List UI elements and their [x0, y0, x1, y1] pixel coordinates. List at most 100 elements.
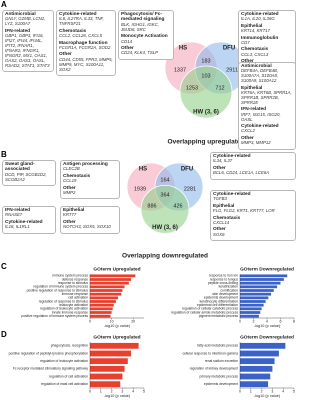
region-count: 1939 — [134, 186, 146, 192]
x-tick-label: 4 — [282, 389, 284, 393]
x-tick-label: 5 — [293, 389, 295, 393]
bar — [90, 300, 116, 303]
category-title: IFN-related — [5, 28, 31, 34]
gene-list: KRT6A, KRT6B, SPRR1A, SPRR1B, SPRR2B, SP… — [241, 90, 292, 105]
category-label: epidermal cell differentiation — [197, 303, 238, 307]
category-label: Fc receptor mediated stimulatory signali… — [13, 367, 88, 371]
category-title: Chemotaxis — [59, 28, 87, 34]
bar — [90, 281, 129, 285]
region-count: 712 — [215, 85, 224, 91]
gene-list: IRF7, ISG15, ISG20, OASL — [241, 111, 281, 122]
gene-list: DEFB4A, DEFB4B, S100A7A, S100A8, S100A9,… — [241, 68, 279, 84]
venn-circle — [179, 65, 233, 119]
chart-title: GOterm Downregulated — [240, 266, 294, 272]
panel-label: A — [1, 0, 7, 9]
category-title: Immunoglobulin — [241, 35, 279, 41]
x-tick-label: 10 — [110, 319, 114, 323]
category-title: Other — [63, 219, 76, 225]
category-label: regulation of immune system process — [33, 285, 88, 289]
set-label: HW (3, 6) — [152, 225, 178, 231]
region-count: 2281 — [184, 186, 196, 192]
category-label: epidermis development — [204, 296, 238, 300]
gene-list: TGFB3 — [213, 196, 227, 202]
category-label: keratinization — [219, 285, 239, 289]
bar — [240, 303, 264, 307]
category-label: renal sodium excretion — [205, 359, 238, 363]
bar — [90, 365, 125, 372]
category-label: innate immune response — [52, 310, 88, 314]
gene-list: DCD, PIP, SCGB1D2, SCGB2A2 — [5, 171, 47, 182]
category-label: regulation of leukocyte activation — [40, 307, 88, 311]
chart-title: GOterm Upregulated — [93, 266, 140, 272]
category-label: cornification — [220, 288, 238, 292]
category-title: Other — [241, 135, 254, 141]
gene-list: CCL19 — [63, 178, 77, 184]
bar — [90, 296, 119, 300]
category-label: regulation of cellular amide metabolic p… — [171, 310, 238, 314]
x-tick-label: 1 — [100, 389, 102, 393]
category-label: epidermis development — [204, 382, 238, 386]
category-label: positive regulation of response to stimu… — [27, 288, 89, 292]
category-label: immune system process — [52, 274, 88, 278]
category-label: regulation of response to stimulus — [39, 299, 89, 303]
bar — [90, 358, 128, 365]
category-title: Antimicrobial — [5, 12, 36, 17]
category-label: positive regulation of peptidyl-tyrosine… — [9, 351, 89, 355]
category-label: primary metabolic process — [200, 374, 239, 378]
gene-list: CCL3, CXCL3 — [241, 51, 269, 57]
chart-title: GOterm Upregulated — [93, 334, 140, 340]
gene-list: BLK, IGHG1, IGKC, JMJD6, SRC — [121, 21, 159, 32]
category-label: response to fungus — [210, 277, 238, 281]
set-label: DFU — [181, 167, 193, 173]
category-title: Cytokine-related — [241, 123, 279, 129]
category-title: Chemotaxis — [241, 47, 269, 53]
bar — [240, 314, 259, 318]
category-title: Antigen processing — [63, 162, 108, 167]
category-title: Other — [59, 52, 72, 58]
gene-list: KRT77 — [63, 212, 77, 218]
chart-title: GOterm Downregulated — [240, 334, 294, 340]
x-axis-label: -log10 (p value) — [104, 324, 131, 328]
x-tick-label: 6 — [280, 319, 282, 323]
category-label: phagocytosis, recognition — [51, 344, 88, 348]
x-tick-label: 0 — [89, 319, 91, 323]
gene-list: NOTCH3, SOX5, SOX10 — [63, 224, 111, 230]
gene-list: FLG, FLG2, KRT1, KRT77, LOR — [213, 208, 275, 214]
category-label: response to stimulus — [58, 281, 89, 285]
category-title: Other — [121, 45, 134, 51]
bar — [90, 285, 125, 289]
category-label: immune response — [62, 292, 88, 296]
x-tick-label: 0 — [89, 389, 91, 393]
set-label: HS — [139, 167, 147, 173]
bar — [240, 278, 284, 281]
bar — [240, 292, 272, 296]
gene-list: CD44, CD55, FPR3, MMP5, MMP9, MYC, S100A… — [59, 56, 113, 72]
bar — [240, 285, 278, 289]
x-tick-label: 0 — [239, 319, 241, 323]
gene-list: CXCL2 — [241, 128, 255, 134]
category-title: Cytokine-related — [59, 12, 97, 17]
caption: Overlapping upregulated — [168, 139, 245, 146]
gene-list: CD14 — [121, 38, 132, 44]
gene-list: IL6, IL27RA, IL33, TNF, TNFRSF21 — [59, 16, 104, 27]
x-tick-label: 5 — [143, 389, 145, 393]
category-label: regulation of cellular catabolic process — [182, 307, 238, 311]
gene-list: IL1A, IL20, IL36G — [241, 16, 275, 22]
bar — [240, 296, 269, 300]
bar — [240, 381, 269, 388]
x-tick-label: 3 — [121, 389, 123, 393]
category-title: Epithelial — [241, 85, 263, 91]
region-count: 364 — [160, 192, 169, 198]
gene-list: CCL2, CCL26, CXCL5 — [59, 33, 102, 39]
gene-list: SOX6 — [213, 231, 225, 237]
set-label: HS — [179, 46, 187, 52]
panel-label: D — [1, 330, 7, 339]
gene-box: Antimicrobial DEFB4A, DEFB4B, S100A7A, S1… — [238, 62, 296, 150]
region-count: 426 — [173, 203, 182, 209]
x-tick-label: 2 — [111, 389, 113, 393]
category-label: positive regulation of immune system pro… — [21, 314, 88, 318]
gene-list: IL34, IL37 — [213, 158, 233, 164]
gene-box: Phagocytosis/ Fc-mediated signaling BLK, … — [118, 10, 174, 60]
bar — [90, 278, 132, 281]
category-label: peptide cross-linking — [208, 281, 238, 285]
